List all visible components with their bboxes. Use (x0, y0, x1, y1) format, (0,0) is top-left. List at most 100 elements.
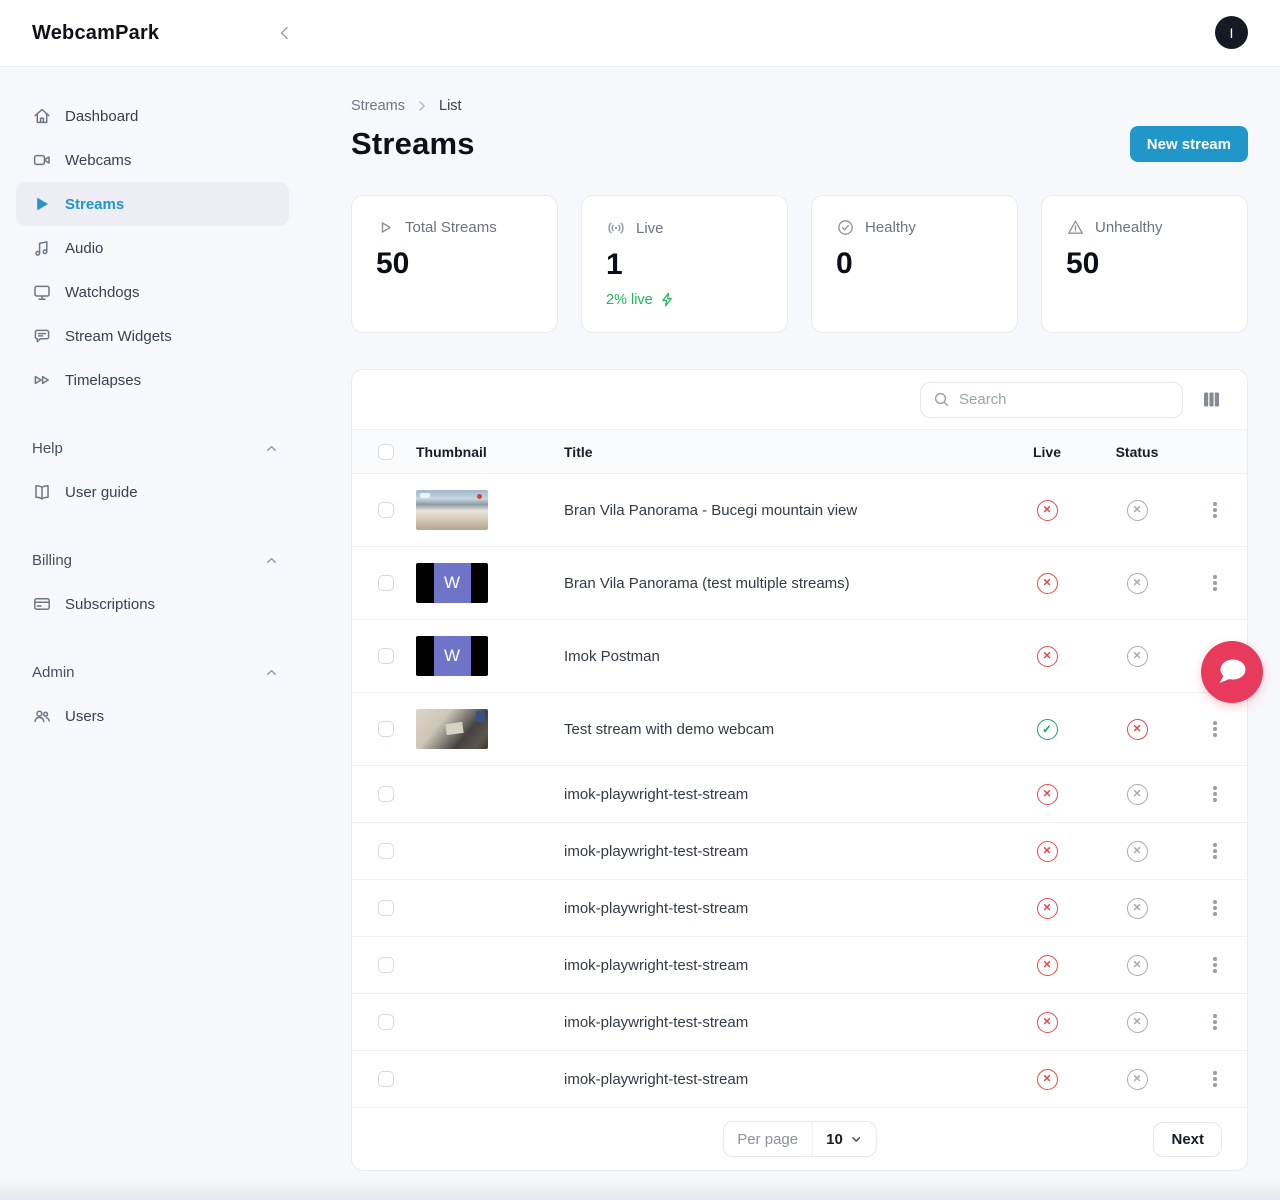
table-row[interactable]: W Bran Vila Panorama (test multiple stre… (352, 547, 1247, 620)
new-stream-button[interactable]: New stream (1129, 126, 1248, 162)
row-menu-button[interactable] (1209, 953, 1221, 977)
sidebar-item-webcams[interactable]: Webcams (16, 138, 289, 182)
sidebar-item-label: Webcams (65, 151, 132, 169)
row-checkbox[interactable] (378, 1014, 394, 1030)
stat-card-healthy: Healthy 0 (811, 195, 1018, 333)
chevron-right-icon (415, 99, 429, 113)
music-note-icon (32, 238, 52, 258)
live-status-icon (1036, 783, 1058, 805)
row-menu-button[interactable] (1209, 839, 1221, 863)
sidebar-collapse-button[interactable] (272, 20, 298, 46)
stat-card-unhealthy: Unhealthy 50 (1041, 195, 1248, 333)
stat-card-total-streams: Total Streams 50 (351, 195, 558, 333)
chevron-up-icon (264, 441, 279, 456)
sidebar-item-audio[interactable]: Audio (16, 226, 289, 270)
row-checkbox[interactable] (378, 575, 394, 591)
credit-card-icon (32, 594, 52, 614)
sidebar-section-admin[interactable]: Admin (16, 650, 289, 694)
sidebar-item-dashboard[interactable]: Dashboard (16, 94, 289, 138)
column-header-status: Status (1115, 443, 1159, 460)
health-status-icon (1126, 954, 1148, 976)
chat-fab-button[interactable] (1201, 641, 1263, 703)
row-checkbox[interactable] (378, 957, 394, 973)
row-checkbox[interactable] (378, 1071, 394, 1087)
table-row[interactable]: Bran Vila Panorama - Bucegi mountain vie… (352, 474, 1247, 547)
page-title: Streams (351, 126, 475, 161)
live-status-icon (1036, 1068, 1058, 1090)
sidebar-item-users[interactable]: Users (16, 694, 289, 738)
row-menu-button[interactable] (1209, 1067, 1221, 1091)
health-status-icon (1126, 499, 1148, 521)
stat-sub-text: 2% live (606, 291, 653, 308)
stats-cards: Total Streams 50 Live 1 2% live (351, 195, 1248, 333)
table-row[interactable]: imok-playwright-test-stream (352, 994, 1247, 1051)
table-row[interactable]: imok-playwright-test-stream (352, 1051, 1247, 1108)
stat-label: Healthy (865, 219, 916, 236)
row-menu-button[interactable] (1209, 717, 1221, 741)
user-avatar[interactable]: I (1215, 16, 1248, 49)
stream-title: imok-playwright-test-stream (564, 842, 749, 860)
sidebar-item-subscriptions[interactable]: Subscriptions (16, 582, 289, 626)
row-menu-button[interactable] (1209, 896, 1221, 920)
top-header: WebcamPark I (0, 0, 1280, 67)
chevron-up-icon (264, 665, 279, 680)
row-checkbox[interactable] (378, 721, 394, 737)
chevron-down-icon (850, 1133, 863, 1146)
breadcrumb-streams[interactable]: Streams (351, 98, 405, 114)
table-row[interactable]: Test stream with demo webcam (352, 693, 1247, 766)
stream-thumbnail (416, 709, 488, 749)
select-all-checkbox[interactable] (378, 443, 394, 460)
table-row[interactable]: imok-playwright-test-stream (352, 937, 1247, 994)
stream-title: Bran Vila Panorama - Bucegi mountain vie… (564, 501, 858, 519)
stream-title: imok-playwright-test-stream (564, 956, 749, 974)
row-checkbox[interactable] (378, 502, 394, 518)
sidebar-item-timelapses[interactable]: Timelapses (16, 358, 289, 402)
home-icon (32, 106, 52, 126)
table-row[interactable]: W Imok Postman (352, 620, 1247, 693)
row-checkbox[interactable] (378, 648, 394, 664)
next-page-button[interactable]: Next (1153, 1121, 1222, 1157)
stream-thumbnail: W (416, 563, 488, 603)
health-status-icon (1126, 645, 1148, 667)
table-row[interactable]: imok-playwright-test-stream (352, 823, 1247, 880)
row-checkbox[interactable] (378, 786, 394, 802)
sidebar-section-help[interactable]: Help (16, 426, 289, 470)
row-menu-button[interactable] (1209, 1010, 1221, 1034)
check-circle-icon (836, 218, 855, 237)
row-menu-button[interactable] (1209, 782, 1221, 806)
table-row[interactable]: imok-playwright-test-stream (352, 880, 1247, 937)
chevron-left-icon (275, 23, 295, 43)
search-input[interactable] (959, 391, 1170, 408)
row-checkbox[interactable] (378, 900, 394, 916)
sidebar-item-stream-widgets[interactable]: Stream Widgets (16, 314, 289, 358)
pagination-bar: Per page 10 Next (352, 1108, 1247, 1170)
play-outline-icon (376, 218, 395, 237)
sidebar-item-label: Stream Widgets (65, 327, 172, 345)
message-square-icon (32, 326, 52, 346)
stat-value: 50 (1066, 247, 1100, 280)
live-status-icon (1036, 840, 1058, 862)
section-label: Admin (32, 663, 75, 681)
monitor-icon (32, 282, 52, 302)
sidebar-section-billing[interactable]: Billing (16, 538, 289, 582)
live-status-icon (1036, 954, 1058, 976)
stream-title: Test stream with demo webcam (564, 720, 775, 738)
health-status-icon (1126, 897, 1148, 919)
row-menu-button[interactable] (1209, 571, 1221, 595)
column-settings-button[interactable] (1200, 389, 1222, 411)
sidebar-item-label: Streams (65, 195, 125, 213)
sidebar-item-watchdogs[interactable]: Watchdogs (16, 270, 289, 314)
row-checkbox[interactable] (378, 843, 394, 859)
live-status-icon (1036, 572, 1058, 594)
video-camera-icon (32, 150, 52, 170)
sidebar-item-label: Dashboard (65, 107, 139, 125)
row-menu-button[interactable] (1209, 498, 1221, 522)
per-page-value: 10 (826, 1130, 843, 1148)
per-page-select[interactable]: Per page 10 (722, 1121, 877, 1157)
health-status-icon (1126, 718, 1148, 740)
sidebar-item-user-guide[interactable]: User guide (16, 470, 289, 514)
live-status-icon (1036, 645, 1058, 667)
sidebar-item-streams[interactable]: Streams (16, 182, 289, 226)
sidebar-item-label: Users (65, 707, 105, 725)
table-row[interactable]: imok-playwright-test-stream (352, 766, 1247, 823)
